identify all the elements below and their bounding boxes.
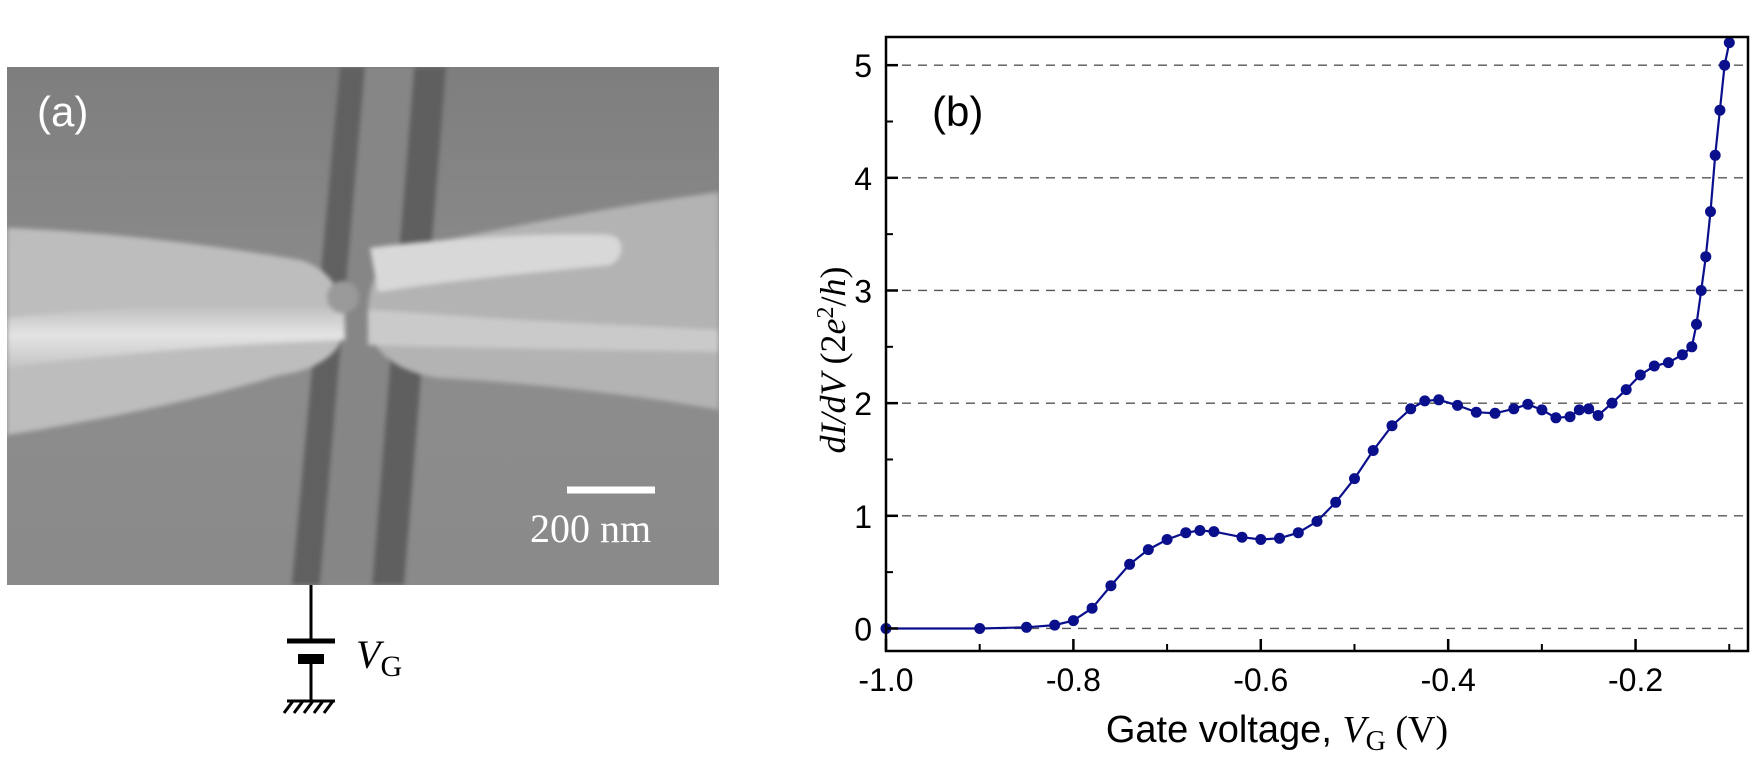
data-point (1255, 534, 1267, 545)
data-point (974, 623, 986, 634)
y-tick-label: 0 (854, 611, 872, 647)
data-point (1550, 412, 1562, 424)
data-point (1700, 251, 1712, 263)
data-point (1705, 206, 1716, 218)
scale-bar-label: 200 nm (530, 506, 651, 551)
sem-image-panel: (a) 200 nm VG (7, 67, 719, 714)
data-point (1676, 349, 1688, 361)
x-tick-label: -0.4 (1421, 662, 1476, 698)
series-line (886, 42, 1731, 630)
data-point (1719, 59, 1731, 71)
plot-frame (884, 35, 1750, 653)
data-point (1086, 602, 1098, 614)
y-tick-label: 4 (854, 161, 872, 197)
panel-b-label: (b) (932, 88, 983, 135)
data-points (880, 37, 1735, 634)
data-point (1161, 534, 1173, 545)
sem-micrograph (7, 67, 719, 585)
data-point (1723, 37, 1735, 49)
x-tick-label: -0.8 (1046, 662, 1101, 698)
data-point (1180, 527, 1192, 539)
data-point (1564, 411, 1576, 423)
x-tick-label: -0.6 (1233, 662, 1288, 698)
data-point (1620, 384, 1632, 396)
series-line-group (886, 42, 1731, 630)
gate-circuit (282, 585, 335, 714)
x-tick-label: -1.0 (858, 662, 913, 698)
data-point (1691, 318, 1702, 330)
x-axis-ticks: -1.0 -0.8 -0.6 -0.4 -0.2 (858, 639, 1731, 698)
data-point (1311, 515, 1323, 527)
data-point (1433, 394, 1445, 406)
data-point (1105, 580, 1117, 592)
panel-a-label: (a) (37, 88, 88, 135)
data-point (1142, 544, 1154, 556)
data-point (1592, 410, 1604, 421)
data-point (1274, 532, 1285, 544)
data-point (1686, 341, 1698, 353)
data-point (1583, 403, 1595, 415)
x-tick-label: -0.2 (1608, 662, 1663, 698)
data-point (1067, 615, 1079, 627)
data-point (1349, 473, 1360, 485)
data-point (1452, 399, 1463, 411)
conductance-chart: -1.0 -0.8 -0.6 -0.4 -0.2 0 1 2 3 4 5 (b) Gate vol… (813, 35, 1750, 757)
data-point (1648, 360, 1660, 372)
y-axis-label: dI/dV (2e2/h) (813, 267, 853, 454)
x-axis-label: Gate voltage, VG (V) (1106, 709, 1448, 757)
data-point (1634, 369, 1646, 381)
y-tick-label: 2 (854, 386, 872, 422)
data-point (1508, 403, 1520, 415)
data-point (1522, 398, 1534, 410)
data-point (1536, 404, 1548, 416)
gate-voltage-label: VG (356, 632, 402, 683)
data-point (1662, 357, 1674, 369)
data-point (1367, 445, 1379, 456)
y-tick-label: 5 (854, 48, 872, 84)
y-tick-label: 3 (854, 273, 872, 309)
data-point (1124, 558, 1136, 570)
data-point (1208, 526, 1220, 538)
data-point (1709, 149, 1721, 161)
data-point (1194, 525, 1206, 536)
data-point (1470, 406, 1482, 418)
data-point (1386, 420, 1398, 432)
data-point (1606, 397, 1618, 409)
data-point (1292, 527, 1304, 539)
data-point (1236, 531, 1248, 543)
grid-lines (886, 64, 1748, 630)
y-axis-ticks: 0 1 2 3 4 5 (854, 48, 898, 647)
data-point (1049, 619, 1061, 631)
data-point (1405, 403, 1417, 415)
data-point (1021, 621, 1032, 633)
data-point (1695, 285, 1707, 296)
data-point (1330, 496, 1342, 508)
data-point (1573, 404, 1585, 416)
data-point (1489, 407, 1501, 419)
data-point (1419, 395, 1431, 407)
y-tick-label: 1 (854, 499, 872, 535)
data-point (1714, 104, 1726, 116)
